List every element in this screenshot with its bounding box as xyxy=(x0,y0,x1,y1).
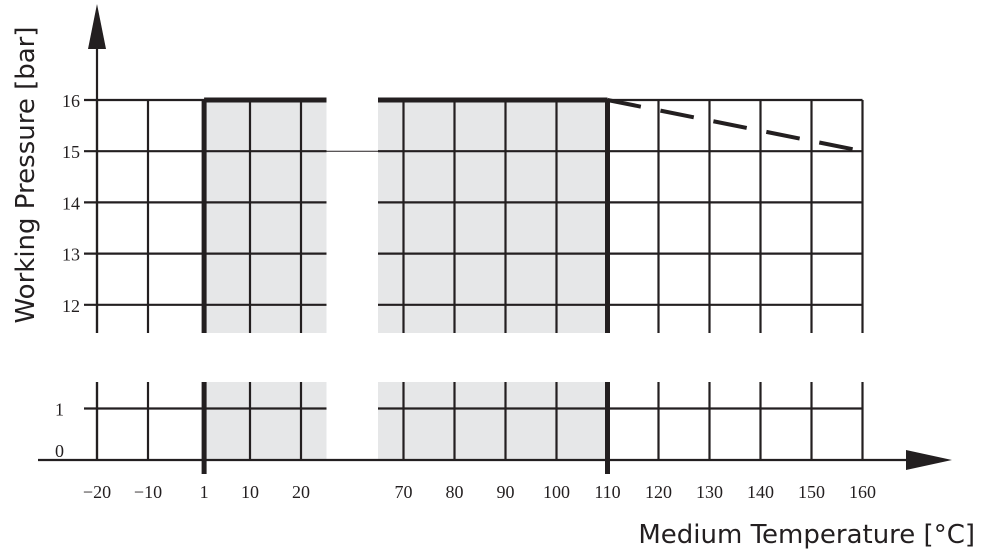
y-tick-label-upper: 15 xyxy=(62,142,80,162)
shaded-region-upper-0 xyxy=(204,100,327,333)
tick-labels: −20 −10 1 10 20 70 80 90 100 110 120 130 140 150 16016… xyxy=(55,91,876,502)
y-axis-arrow xyxy=(88,4,106,49)
y-tick-label-upper: 13 xyxy=(62,245,80,265)
axes xyxy=(38,4,952,470)
x-tick-label: 1 xyxy=(200,482,209,502)
x-tick-label: 80 xyxy=(446,482,464,502)
shaded-regions xyxy=(204,100,608,460)
y-tick-label-upper: 14 xyxy=(62,193,80,213)
series-lines xyxy=(201,97,863,474)
x-tick-label: 120 xyxy=(645,482,672,502)
x-tick-label: 90 xyxy=(497,482,515,502)
x-tick-label: 130 xyxy=(696,482,723,502)
x-tick-label: 70 xyxy=(395,482,413,502)
x-tick-label: 100 xyxy=(543,482,570,502)
x-axis-label: Medium Temperature [°C] xyxy=(638,520,975,550)
x-tick-label: 10 xyxy=(241,482,259,502)
x-tick-label: 110 xyxy=(594,482,620,502)
x-tick-label: −10 xyxy=(134,482,162,502)
y-tick-label-lower: 1 xyxy=(55,400,64,420)
y-tick-label-upper: 16 xyxy=(62,91,80,111)
x-axis-arrow xyxy=(906,450,952,470)
shaded-region-lower-0 xyxy=(204,382,327,460)
x-tick-label: −20 xyxy=(83,482,111,502)
y-axis-label: Working Pressure [bar] xyxy=(11,26,41,323)
x-tick-label: 150 xyxy=(798,482,825,502)
x-tick-label: 160 xyxy=(849,482,876,502)
y-tick-label-upper: 12 xyxy=(62,296,80,316)
shaded-region-lower-1 xyxy=(378,382,608,460)
shaded-region-upper-1 xyxy=(378,100,608,333)
y-tick-label-lower: 0 xyxy=(55,441,64,461)
x-tick-label: 140 xyxy=(747,482,774,502)
series-line-2 xyxy=(607,98,863,154)
x-tick-label: 20 xyxy=(292,482,310,502)
